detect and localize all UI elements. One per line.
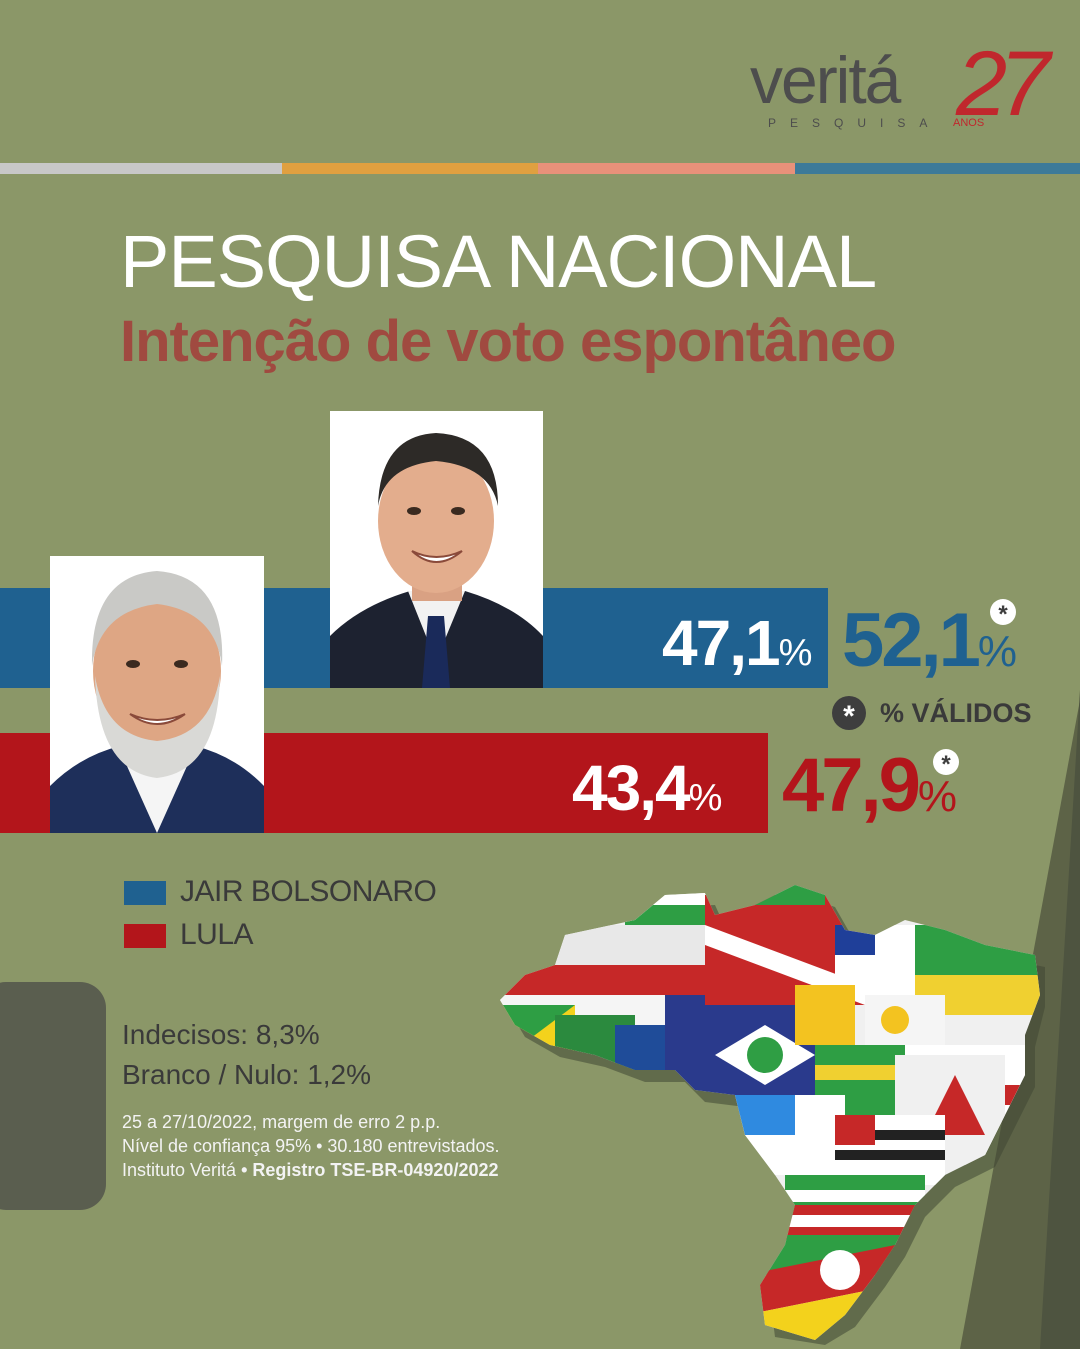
methodology-note-3: Instituto Veritá • Registro TSE-BR-04920…: [122, 1158, 498, 1182]
side-decor-block: [0, 982, 106, 1210]
bolsonaro-total-value: 47,1%: [662, 608, 812, 688]
undecided-stat: Indecisos: 8,3%: [122, 1019, 320, 1050]
stripe-salmon: [538, 163, 795, 174]
institute-name: Instituto Veritá: [122, 1160, 237, 1180]
brazil-flags-map: [500, 885, 1045, 1345]
legend-swatch-bolsonaro: [124, 881, 166, 905]
stripe-orange: [282, 163, 538, 174]
page-subtitle: Intenção de voto espontâneo: [120, 309, 896, 374]
legend-swatch-lula: [124, 924, 166, 948]
bolsonaro-total-number: 47,1: [662, 607, 781, 679]
bolsonaro-photo: [330, 411, 543, 688]
percent-sign: %: [917, 772, 958, 821]
asterisk-badge: *: [933, 749, 959, 778]
lula-total-number: 43,4: [572, 752, 691, 824]
asterisk-icon: *: [832, 696, 866, 733]
lula-valid-number: 47,9: [782, 743, 921, 828]
percent-sign: %: [778, 632, 813, 674]
percent-sign: %: [977, 627, 1018, 676]
valid-votes-label: % VÁLIDOS: [880, 698, 1032, 728]
bolsonaro-valid-number: 52,1: [842, 598, 981, 683]
bolsonaro-valid-value: 52,1%: [842, 601, 1017, 692]
lula-photo: [50, 556, 264, 833]
brand-anniversary-number: 27: [956, 33, 1050, 135]
brand-anniversary-label: ANOS: [953, 117, 985, 129]
asterisk-badge: *: [990, 599, 1016, 628]
lula-total-value: 43,4%: [572, 753, 722, 833]
methodology-note-1: 25 a 27/10/2022, margem de erro 2 p.p.: [122, 1112, 441, 1132]
blank-null-stat: Branco / Nulo: 1,2%: [122, 1059, 372, 1090]
brand-logo: veritá PESQUISA 27 ANOS: [748, 34, 1050, 135]
legend-label-lula: LULA: [180, 918, 254, 951]
page-title: PESQUISA NACIONAL: [120, 220, 877, 303]
lula-valid-value: 47,9%: [782, 746, 957, 837]
tse-registration: • Registro TSE-BR-04920/2022: [236, 1160, 499, 1180]
brand-name: veritá: [750, 43, 901, 117]
percent-sign: %: [688, 777, 723, 819]
brand-subtitle: PESQUISA: [768, 116, 942, 130]
methodology-note-2: Nível de confiança 95% • 30.180 entrevis…: [122, 1136, 500, 1156]
legend-label-bolsonaro: JAIR BOLSONARO: [180, 875, 437, 908]
stripe-gray: [0, 163, 282, 174]
stripe-teal: [795, 163, 1080, 174]
